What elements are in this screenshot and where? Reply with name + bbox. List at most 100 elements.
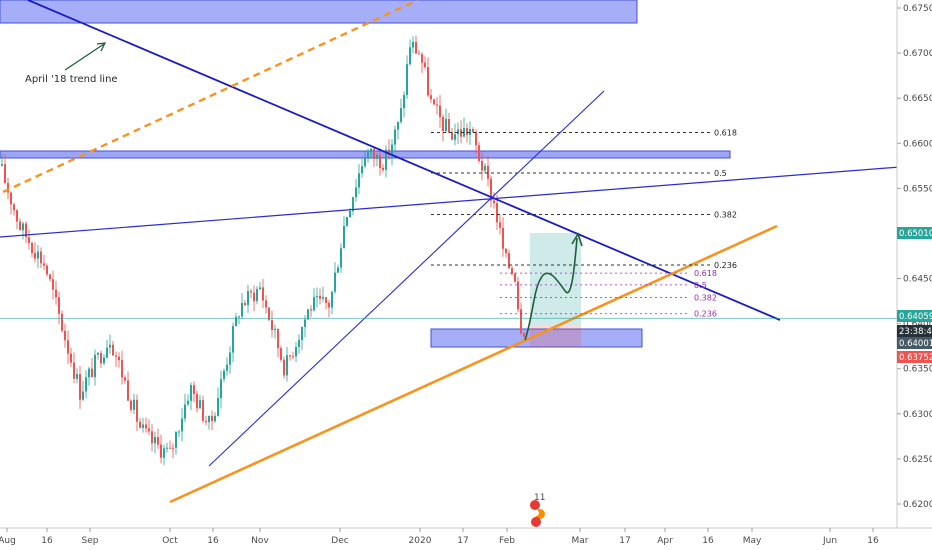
candle-body[interactable] [271, 320, 273, 330]
candle-body[interactable] [211, 415, 213, 422]
candle-body[interactable] [91, 368, 93, 378]
candle-body[interactable] [100, 352, 102, 364]
candle-body[interactable] [421, 54, 423, 63]
candle-body[interactable] [313, 297, 315, 311]
candle-body[interactable] [451, 132, 453, 140]
candle-body[interactable] [403, 94, 405, 109]
long-position-stop-area[interactable] [530, 325, 581, 347]
candle-body[interactable] [196, 393, 198, 409]
candle-body[interactable] [436, 104, 438, 106]
candle-body[interactable] [307, 309, 309, 320]
candle-body[interactable] [310, 309, 312, 311]
april-18-trend-line[interactable] [27, 0, 781, 321]
candle-body[interactable] [175, 431, 177, 448]
time-axis[interactable]: Aug 16 Sep Oct 16 Nov Dec 2020 17 Feb Mar 17 Apr 16 Ma… [0, 528, 879, 546]
candle-body[interactable] [4, 164, 6, 184]
candle-body[interactable] [505, 248, 507, 254]
candle-body[interactable] [277, 328, 279, 349]
candle-body[interactable] [340, 248, 342, 268]
candle-body[interactable] [10, 192, 12, 205]
candle-body[interactable] [331, 291, 333, 308]
support-trend-line[interactable] [169, 224, 778, 504]
candle-body[interactable] [103, 357, 105, 364]
candle-body[interactable] [163, 448, 165, 458]
candle-body[interactable] [481, 160, 483, 171]
candle-body[interactable] [445, 119, 447, 132]
candle-body[interactable] [154, 437, 156, 444]
candle-body[interactable] [364, 158, 366, 167]
candle-body[interactable] [229, 352, 231, 365]
candle-body[interactable] [130, 400, 132, 410]
candle-body[interactable] [343, 225, 345, 249]
candle-body[interactable] [244, 303, 246, 306]
candle-body[interactable] [376, 154, 378, 159]
candle-body[interactable] [172, 447, 174, 449]
candle-body[interactable] [259, 287, 261, 290]
candle-body[interactable] [370, 148, 372, 153]
candle-body[interactable] [346, 217, 348, 226]
candle-body[interactable] [220, 379, 222, 399]
candle-body[interactable] [160, 444, 162, 458]
candle-body[interactable] [61, 313, 63, 331]
candle-body[interactable] [67, 340, 69, 354]
candle-body[interactable] [520, 309, 522, 334]
candle-body[interactable] [208, 415, 210, 423]
candle-body[interactable] [418, 53, 420, 55]
candle-body[interactable] [193, 385, 195, 394]
candle-body[interactable] [73, 362, 75, 379]
candle-body[interactable] [334, 272, 336, 292]
candle-body[interactable] [148, 428, 150, 432]
candle-body[interactable] [250, 291, 252, 293]
candle-body[interactable] [31, 243, 33, 254]
candle-body[interactable] [43, 263, 45, 266]
candle-body[interactable] [352, 197, 354, 212]
candle-body[interactable] [433, 99, 435, 105]
candle-body[interactable] [187, 400, 189, 405]
candle-body[interactable] [121, 360, 123, 378]
candle-body[interactable] [493, 200, 495, 204]
candle-body[interactable] [289, 355, 291, 357]
candle-body[interactable] [178, 431, 180, 433]
candle-body[interactable] [16, 210, 18, 222]
candle-body[interactable] [7, 183, 9, 193]
candle-body[interactable] [322, 297, 324, 299]
candle-body[interactable] [382, 167, 384, 170]
candle-body[interactable] [52, 279, 54, 290]
candle-body[interactable] [325, 297, 327, 303]
fib-retracement[interactable]: 0.618 0.5 0.382 0.236 [0, 128, 897, 319]
candle-body[interactable] [412, 41, 414, 48]
candle-body[interactable] [115, 355, 117, 357]
candle-body[interactable] [295, 347, 297, 357]
candle-body[interactable] [55, 289, 57, 298]
candle-body[interactable] [373, 148, 375, 159]
candle-body[interactable] [247, 291, 249, 306]
candle-body[interactable] [409, 47, 411, 65]
candle-body[interactable] [190, 385, 192, 401]
candle-body[interactable] [223, 370, 225, 380]
candle-body[interactable] [304, 319, 306, 327]
candle-body[interactable] [28, 237, 30, 244]
candle-body[interactable] [13, 204, 15, 211]
candle-body[interactable] [19, 221, 21, 231]
candle-body[interactable] [316, 295, 318, 298]
candle-body[interactable] [349, 211, 351, 218]
candle-body[interactable] [415, 41, 417, 54]
candle-body[interactable] [442, 117, 444, 132]
candle-body[interactable] [241, 303, 243, 317]
candle-body[interactable] [166, 447, 168, 449]
candle-body[interactable] [265, 300, 267, 308]
candle-body[interactable] [358, 173, 360, 188]
candle-body[interactable] [127, 380, 129, 401]
candle-body[interactable] [283, 359, 285, 376]
candle-body[interactable] [34, 253, 36, 259]
candle-body[interactable] [430, 95, 432, 100]
candle-body[interactable] [82, 391, 84, 400]
candle-body[interactable] [97, 352, 99, 355]
candle-body[interactable] [400, 108, 402, 122]
candle-body[interactable] [274, 328, 276, 330]
candle-body[interactable] [262, 287, 264, 301]
candle-body[interactable] [406, 64, 408, 95]
candle-body[interactable] [388, 149, 390, 156]
candle-body[interactable] [280, 348, 282, 360]
